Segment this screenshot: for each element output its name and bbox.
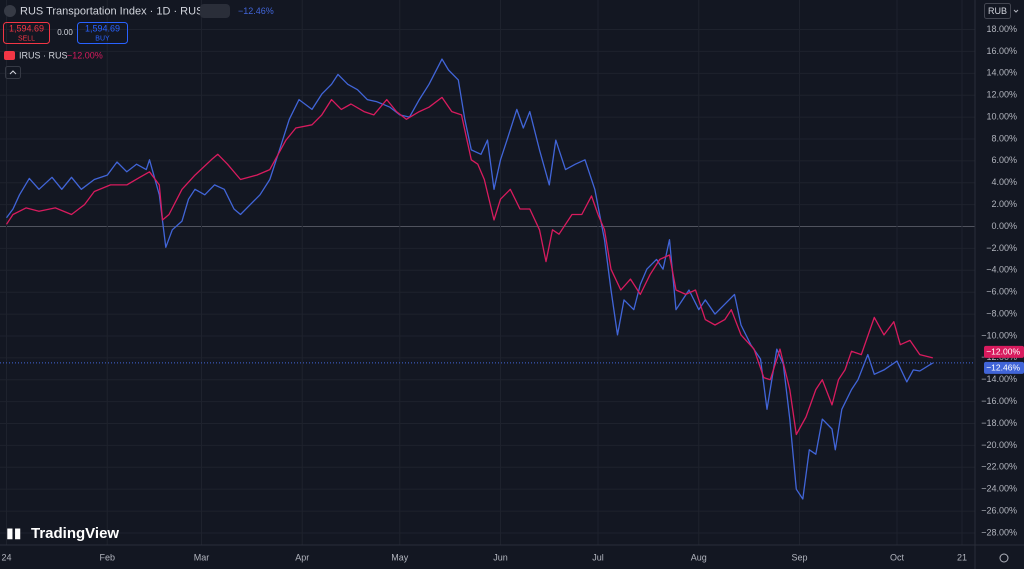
y-tick-label: 18.00% bbox=[986, 24, 1017, 34]
compare-icon bbox=[4, 51, 15, 60]
x-tick-label: Feb bbox=[99, 552, 115, 562]
legend-value: −12.00% bbox=[67, 50, 103, 60]
x-tick-label: May bbox=[391, 552, 409, 562]
x-tick-label: Oct bbox=[890, 552, 905, 562]
x-tick-label: Jul bbox=[592, 552, 604, 562]
chevron bbox=[1013, 9, 1019, 13]
y-tick-label: −4.00% bbox=[986, 265, 1017, 275]
y-tick-label: −6.00% bbox=[986, 287, 1017, 297]
y-tick-label: −28.00% bbox=[981, 527, 1017, 537]
x-tick-label: Mar bbox=[194, 552, 210, 562]
currency-button[interactable] bbox=[984, 3, 1011, 19]
sell-button[interactable] bbox=[3, 22, 50, 44]
y-tick-label: 2.00% bbox=[991, 199, 1017, 209]
series-line bbox=[5, 58, 934, 500]
y-tick-label: −20.00% bbox=[981, 440, 1017, 450]
symbol-icon bbox=[4, 5, 16, 17]
series-name: IRUS · RUS bbox=[19, 50, 68, 60]
y-tick-label: −26.00% bbox=[981, 505, 1017, 515]
spread: 0.00 bbox=[57, 28, 73, 37]
x-tick-label: Aug bbox=[691, 552, 707, 562]
y-tick-label: 16.00% bbox=[986, 46, 1017, 56]
last-value-tag bbox=[984, 361, 1024, 374]
x-tick-label: 21 bbox=[957, 552, 967, 562]
y-tick-label: 8.00% bbox=[991, 133, 1017, 143]
y-tick-label: −10.00% bbox=[981, 330, 1017, 340]
y-tick-label: 12.00% bbox=[986, 90, 1017, 100]
y-tick-label: −8.00% bbox=[986, 308, 1017, 318]
y-tick-label: −16.00% bbox=[981, 396, 1017, 406]
y-tick-label: 10.00% bbox=[986, 111, 1017, 121]
y-tick-label: 0.00% bbox=[991, 221, 1017, 231]
toggle[interactable] bbox=[200, 4, 230, 18]
x-tick-label: 24 bbox=[1, 552, 11, 562]
buy-button[interactable] bbox=[77, 22, 128, 44]
buy-price: 1,594.69 bbox=[85, 23, 120, 33]
sell-label: SELL bbox=[18, 35, 35, 42]
currency: RUB bbox=[988, 6, 1007, 16]
series-line bbox=[5, 96, 933, 436]
last-value-label: −12.00% bbox=[986, 347, 1020, 357]
y-tick-label: −18.00% bbox=[981, 418, 1017, 428]
y-tick-label: 6.00% bbox=[991, 155, 1017, 165]
x-tick-label: Apr bbox=[295, 552, 309, 562]
y-tick-label: −14.00% bbox=[981, 374, 1017, 384]
chevron bbox=[9, 70, 17, 75]
y-tick-label: −22.00% bbox=[981, 462, 1017, 472]
settings-icon[interactable] bbox=[999, 553, 1009, 563]
buy-label: BUY bbox=[95, 35, 110, 42]
last-value-label: −12.46% bbox=[986, 363, 1020, 373]
x-tick-label: Jun bbox=[493, 552, 508, 562]
grid bbox=[0, 0, 975, 545]
collapse-button[interactable] bbox=[5, 66, 21, 79]
series-name: RUS Transportation Index · 1D · RUS bbox=[20, 5, 203, 17]
y-tick-label: 4.00% bbox=[991, 177, 1017, 187]
legend: RUS Transportation Index · 1D · RUS −12.… bbox=[3, 3, 1019, 563]
brand-logo: ▮▮ bbox=[6, 525, 21, 541]
sell-price: 1,594.69 bbox=[9, 23, 44, 33]
brand: TradingView bbox=[31, 525, 119, 542]
y-tick-label: −24.00% bbox=[981, 484, 1017, 494]
plot bbox=[0, 58, 975, 500]
legend-value: −12.46% bbox=[238, 6, 274, 16]
last-value-tag bbox=[984, 345, 1024, 358]
y-tick-label: 14.00% bbox=[986, 68, 1017, 78]
y-tick-label: −2.00% bbox=[986, 243, 1017, 253]
x-tick-label: Sep bbox=[791, 552, 807, 562]
